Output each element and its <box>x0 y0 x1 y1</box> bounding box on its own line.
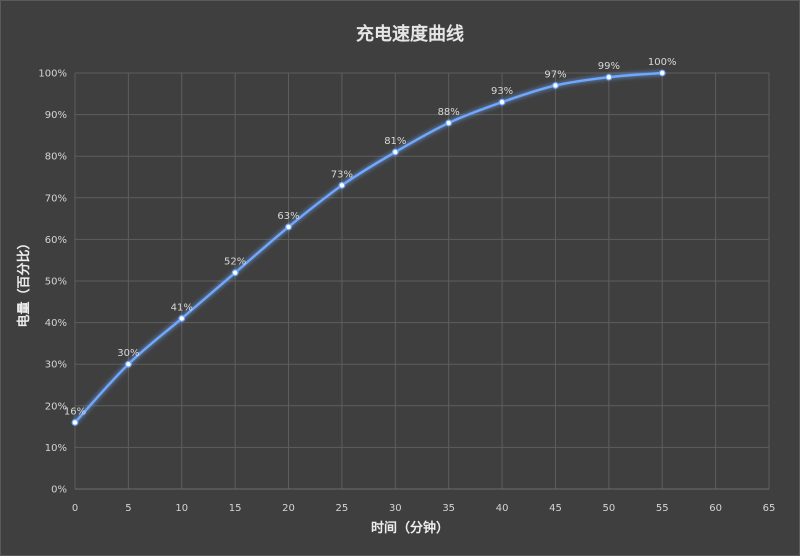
y-tick-label: 40% <box>45 318 67 329</box>
data-point <box>338 181 346 189</box>
x-tick-label: 15 <box>229 503 242 514</box>
data-label: 16% <box>64 406 86 417</box>
data-label: 63% <box>277 211 299 222</box>
data-label: 93% <box>491 86 513 97</box>
y-tick-label: 0% <box>51 485 67 496</box>
data-labels: 16% 30% 41% 52% 63% 73% 81% 88% 93% 97% 99% 100% <box>64 57 677 417</box>
x-axis-label: 时间（分钟） <box>371 520 449 536</box>
x-tick-label: 30 <box>389 503 402 514</box>
y-tick-label: 70% <box>45 193 67 204</box>
x-tick-label: 50 <box>602 503 615 514</box>
x-tick-label: 55 <box>656 503 669 514</box>
y-axis-label: 电量（百分比） <box>16 236 32 327</box>
x-tick-label: 0 <box>72 503 78 514</box>
y-tick-label: 80% <box>45 152 67 163</box>
data-label: 99% <box>598 61 620 72</box>
data-label: 41% <box>171 302 193 313</box>
data-label: 81% <box>384 136 406 147</box>
y-tick-label: 50% <box>45 277 67 288</box>
data-label: 88% <box>438 107 460 118</box>
data-point <box>285 223 292 231</box>
data-point <box>658 69 666 77</box>
y-tick-label: 60% <box>45 235 67 246</box>
y-tick-label: 20% <box>45 401 67 412</box>
data-point <box>552 82 559 89</box>
data-point <box>605 73 613 81</box>
series-charge <box>71 69 666 426</box>
data-point <box>231 269 239 277</box>
x-tick-label: 5 <box>125 503 131 514</box>
x-tick-label: 35 <box>442 503 455 514</box>
data-point <box>445 119 453 127</box>
grid <box>74 72 770 490</box>
data-point <box>71 419 79 426</box>
data-label: 97% <box>544 69 566 80</box>
axis-ticks: 0% 10% 20% 30% 40% 50% 60% 70% 80% 90% 100% 0 5 10 15 2… <box>38 69 775 515</box>
data-label: 30% <box>117 348 139 359</box>
data-label: 100% <box>648 57 677 68</box>
x-tick-label: 60 <box>709 503 722 514</box>
series-line <box>74 71 663 424</box>
y-tick-label: 100% <box>38 69 67 80</box>
x-tick-label: 20 <box>282 503 295 514</box>
y-tick-label: 10% <box>45 443 67 454</box>
x-tick-label: 25 <box>336 503 349 514</box>
y-tick-label: 90% <box>45 110 67 121</box>
x-tick-label: 65 <box>763 503 776 514</box>
data-point <box>124 360 132 368</box>
data-point <box>391 148 399 156</box>
chart-title: 充电速度曲线 <box>356 23 464 45</box>
data-label: 52% <box>224 257 246 268</box>
data-point <box>178 315 186 322</box>
x-tick-label: 45 <box>549 503 562 514</box>
x-tick-label: 40 <box>496 503 509 514</box>
data-point <box>498 98 506 106</box>
x-tick-label: 10 <box>175 503 188 514</box>
data-label: 73% <box>331 169 353 180</box>
y-tick-label: 30% <box>45 360 67 371</box>
